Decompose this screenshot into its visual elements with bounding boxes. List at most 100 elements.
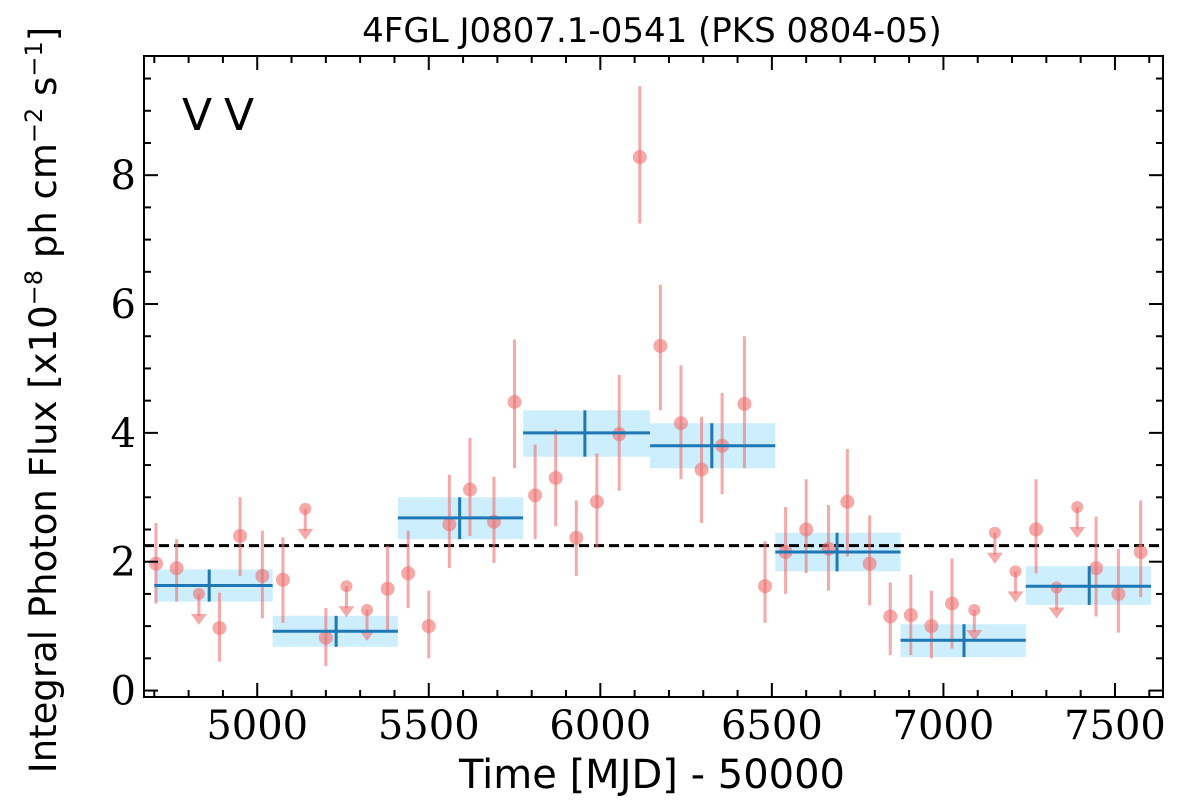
x-axis-label: Time [MJD] - 50000 bbox=[458, 752, 845, 798]
detection-marker-25 bbox=[758, 579, 773, 594]
y-axis-label-suffix: ] bbox=[22, 27, 65, 41]
upper-limit-5 bbox=[986, 526, 1003, 564]
detection-point-10 bbox=[442, 474, 457, 569]
detection-point-5 bbox=[275, 537, 290, 623]
plot-frame bbox=[143, 55, 1164, 698]
detection-point-3 bbox=[233, 497, 248, 576]
detection-point-37 bbox=[1111, 548, 1126, 633]
detection-marker-33 bbox=[924, 619, 939, 634]
upper-limit-6 bbox=[1007, 565, 1024, 603]
y-axis-label-exp1: −8 bbox=[20, 270, 48, 305]
upper-limit-marker-8 bbox=[1071, 500, 1084, 513]
detection-marker-24 bbox=[737, 396, 752, 411]
x-tick-label-1: 5500 bbox=[378, 703, 480, 749]
detection-point-30 bbox=[862, 515, 877, 606]
binned-point-6 bbox=[900, 624, 1026, 658]
upper-limit-4 bbox=[966, 604, 983, 642]
binned-lines-layer bbox=[154, 410, 1151, 658]
detection-point-28 bbox=[821, 505, 836, 591]
detection-marker-37 bbox=[1111, 586, 1126, 601]
detection-marker-4 bbox=[255, 568, 270, 583]
detection-marker-22 bbox=[694, 462, 709, 477]
detection-point-15 bbox=[548, 429, 563, 527]
detection-point-16 bbox=[569, 500, 584, 576]
detection-point-17 bbox=[589, 453, 604, 548]
detection-marker-11 bbox=[462, 482, 477, 497]
upper-limit-marker-0 bbox=[192, 587, 205, 600]
x-tick-label-0: 5000 bbox=[206, 703, 308, 749]
x-tick-label-4: 7000 bbox=[893, 703, 995, 749]
detection-marker-21 bbox=[673, 416, 688, 431]
upper-limit-8 bbox=[1069, 500, 1086, 538]
y-axis-label-exp2: −2 bbox=[20, 108, 48, 143]
upper-limit-arrow-8 bbox=[1069, 526, 1086, 538]
detection-point-36 bbox=[1089, 516, 1104, 617]
y-axis-label-prefix: Integral Photon Flux [x10 bbox=[22, 305, 65, 773]
detection-marker-8 bbox=[401, 566, 416, 581]
detection-point-22 bbox=[694, 416, 709, 524]
binned-point-5 bbox=[775, 532, 901, 572]
detection-marker-2 bbox=[212, 621, 227, 636]
upper-limit-arrow-6 bbox=[1007, 591, 1024, 603]
legend-entry-0: V bbox=[182, 90, 212, 141]
detection-point-6 bbox=[318, 608, 333, 667]
detection-marker-28 bbox=[821, 541, 836, 556]
detection-point-31 bbox=[883, 582, 898, 656]
upper-limit-arrow-1 bbox=[297, 528, 314, 540]
detection-point-4 bbox=[255, 530, 270, 619]
detection-point-34 bbox=[944, 558, 959, 649]
upper-limit-7 bbox=[1048, 581, 1065, 619]
detection-marker-17 bbox=[589, 494, 604, 509]
upper-limit-marker-2 bbox=[340, 580, 353, 593]
detection-marker-10 bbox=[442, 517, 457, 532]
upper-limit-arrow-5 bbox=[986, 552, 1003, 564]
detection-point-14 bbox=[528, 444, 543, 540]
detection-marker-35 bbox=[1029, 522, 1044, 537]
upper-limit-2 bbox=[338, 580, 355, 618]
axes-frame-layer bbox=[143, 55, 1164, 698]
detection-marker-5 bbox=[275, 572, 290, 587]
y-tick-label-0: 0 bbox=[111, 669, 136, 715]
y-axis-label-s: s bbox=[22, 77, 65, 108]
detection-point-21 bbox=[673, 365, 688, 480]
upper-limit-marker-1 bbox=[299, 502, 312, 515]
detection-point-2 bbox=[212, 592, 227, 662]
binned-point-7 bbox=[1025, 566, 1151, 605]
y-axis-label-mid: ph cm bbox=[22, 143, 65, 270]
binned-point-3 bbox=[523, 410, 651, 457]
legend-entry-1: V bbox=[224, 90, 254, 141]
upper-limit-marker-3 bbox=[361, 604, 374, 617]
detection-marker-31 bbox=[883, 609, 898, 624]
upper-limit-marker-6 bbox=[1009, 565, 1022, 578]
detection-point-23 bbox=[715, 392, 730, 495]
detection-point-9 bbox=[421, 590, 436, 659]
y-axis-label: Integral Photon Flux [x10−8 ph cm−2 s−1] bbox=[20, 27, 65, 773]
binned-point-0 bbox=[154, 569, 273, 602]
binned-point-2 bbox=[397, 497, 524, 540]
detection-marker-15 bbox=[548, 470, 563, 485]
upper-limit-1 bbox=[297, 502, 314, 540]
detection-marker-16 bbox=[569, 530, 584, 545]
detection-point-26 bbox=[778, 506, 793, 594]
y-axis-label-exp3: −1 bbox=[20, 41, 48, 76]
upper-limit-arrow-4 bbox=[966, 630, 983, 642]
upper-limit-0 bbox=[190, 587, 207, 625]
y-tick-label-4: 8 bbox=[111, 153, 136, 199]
detection-marker-13 bbox=[507, 394, 522, 409]
detection-marker-29 bbox=[840, 494, 855, 509]
detection-point-8 bbox=[401, 530, 416, 609]
detection-marker-0 bbox=[149, 556, 164, 571]
ticks-layer: 5000 5500 6000 6500 7000 7500 0 2 4 6 8 bbox=[111, 56, 1166, 749]
detection-marker-7 bbox=[380, 581, 395, 596]
data-points-layer bbox=[149, 86, 1148, 667]
upper-limit-arrow-7 bbox=[1048, 607, 1065, 619]
upper-limit-marker-4 bbox=[968, 604, 981, 617]
detection-point-7 bbox=[380, 545, 395, 633]
detection-marker-38 bbox=[1133, 545, 1148, 560]
detection-point-0 bbox=[149, 523, 164, 604]
x-tick-label-2: 6000 bbox=[549, 703, 651, 749]
detection-marker-36 bbox=[1089, 561, 1104, 576]
detection-point-35 bbox=[1029, 479, 1044, 574]
